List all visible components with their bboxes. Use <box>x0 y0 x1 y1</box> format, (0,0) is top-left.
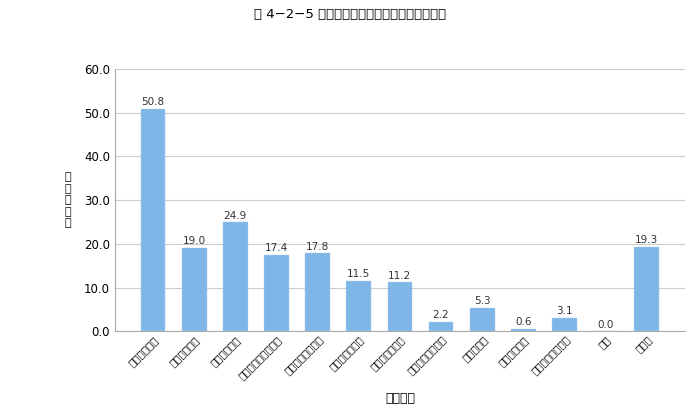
Text: 50.8: 50.8 <box>141 97 164 108</box>
Bar <box>264 255 289 331</box>
Text: 11.5: 11.5 <box>347 269 370 279</box>
Bar <box>552 318 577 331</box>
Text: 0.0: 0.0 <box>597 320 614 330</box>
Bar <box>388 282 412 331</box>
Y-axis label: 割
合
（
％
）: 割 合 （ ％ ） <box>64 172 71 228</box>
Bar <box>182 248 206 331</box>
Text: 24.9: 24.9 <box>224 211 247 220</box>
Text: 5.3: 5.3 <box>474 297 491 306</box>
Bar <box>634 247 659 331</box>
Text: 2.2: 2.2 <box>433 310 449 320</box>
Text: 17.4: 17.4 <box>265 244 288 253</box>
Text: 11.2: 11.2 <box>389 270 412 281</box>
Bar <box>511 328 536 331</box>
Bar <box>141 109 165 331</box>
Text: 0.6: 0.6 <box>515 317 531 327</box>
Bar <box>305 253 330 331</box>
Text: 図 4−2−5 延滞理由と学種との関係（大学院）: 図 4−2−5 延滞理由と学種との関係（大学院） <box>254 8 446 21</box>
X-axis label: 延滞理由: 延滞理由 <box>385 392 415 405</box>
Bar <box>428 322 454 331</box>
Text: 19.0: 19.0 <box>183 236 206 247</box>
Text: 17.8: 17.8 <box>306 242 329 252</box>
Bar <box>346 281 371 331</box>
Bar <box>470 308 494 331</box>
Text: 19.3: 19.3 <box>635 235 659 245</box>
Text: 3.1: 3.1 <box>556 306 573 316</box>
Bar <box>223 223 248 331</box>
